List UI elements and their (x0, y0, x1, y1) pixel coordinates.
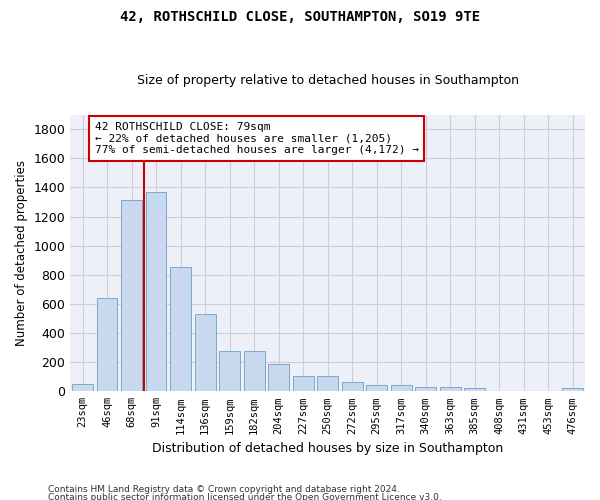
Bar (415, 387, 436, 392)
Bar (97, 298, 118, 392)
Text: 42 ROTHSCHILD CLOSE: 79sqm
← 22% of detached houses are smaller (1,205)
77% of s: 42 ROTHSCHILD CLOSE: 79sqm ← 22% of deta… (95, 122, 419, 155)
Bar (244, 351, 265, 392)
Bar (317, 376, 338, 392)
Text: 42, ROTHSCHILD CLOSE, SOUTHAMPTON, SO19 9TE: 42, ROTHSCHILD CLOSE, SOUTHAMPTON, SO19 … (120, 10, 480, 24)
Bar (170, 268, 191, 392)
Text: Contains HM Land Registry data © Crown copyright and database right 2024.: Contains HM Land Registry data © Crown c… (48, 486, 400, 494)
Bar (391, 386, 412, 392)
Bar (219, 351, 240, 392)
Bar (121, 200, 142, 392)
Bar (194, 314, 215, 392)
Bar (440, 387, 461, 392)
Bar (293, 376, 314, 392)
Bar (72, 384, 93, 392)
Bar (146, 192, 166, 392)
Bar (464, 388, 485, 392)
X-axis label: Distribution of detached houses by size in Southampton: Distribution of detached houses by size … (152, 442, 503, 455)
Bar (366, 386, 387, 392)
Bar (562, 388, 583, 392)
Title: Size of property relative to detached houses in Southampton: Size of property relative to detached ho… (137, 74, 518, 87)
Bar (342, 382, 362, 392)
Bar (268, 364, 289, 392)
Text: Contains public sector information licensed under the Open Government Licence v3: Contains public sector information licen… (48, 492, 442, 500)
Y-axis label: Number of detached properties: Number of detached properties (15, 160, 28, 346)
